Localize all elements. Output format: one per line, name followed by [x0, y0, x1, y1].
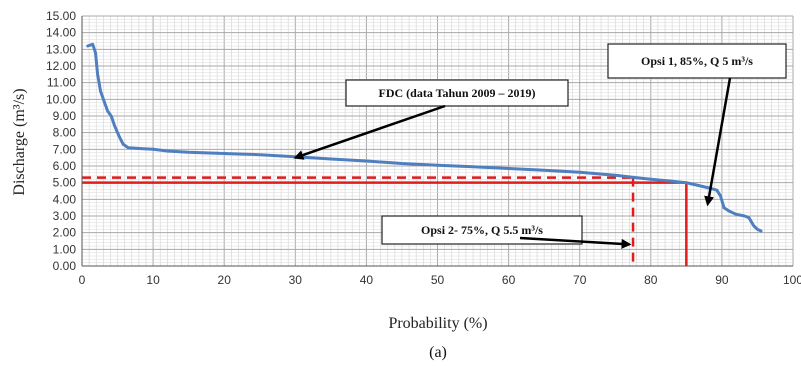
x-tick-label: 90 — [715, 273, 729, 287]
x-tick-label: 30 — [289, 273, 303, 287]
x-tick-label: 100 — [783, 273, 801, 287]
y-tick-label: 6.00 — [53, 159, 77, 173]
y-tick-label: 10.00 — [46, 92, 76, 106]
annotation-box-1 — [345, 79, 569, 107]
y-tick-label: 9.00 — [53, 109, 77, 123]
figure-caption: (a) — [429, 344, 447, 361]
y-tick-label: 14.00 — [46, 26, 76, 40]
x-tick-label: 60 — [502, 273, 516, 287]
y-tick-label: 4.00 — [53, 192, 77, 206]
x-tick-label: 0 — [79, 273, 86, 287]
annotation-box-2 — [607, 43, 787, 79]
axis-layer: 0 10 20 30 40 50 60 70 80 90 100 0.00 1.00 2.00 3.00 4.… — [46, 9, 801, 287]
y-tick-label: 11.00 — [47, 76, 76, 90]
y-tick-label: 15.00 — [46, 9, 76, 23]
x-tick-label: 40 — [360, 273, 374, 287]
y-tick-label: 12.00 — [46, 59, 76, 73]
x-axis-title: Probability (%) — [388, 315, 487, 332]
y-tick-label: 13.00 — [46, 42, 76, 56]
y-tick-label: 3.00 — [53, 209, 77, 223]
annotation-text-1: FDC (data Tahun 2009 – 2019) — [378, 86, 535, 100]
y-tick-label: 7.00 — [53, 142, 77, 156]
x-tick-label: 10 — [146, 273, 160, 287]
reference-lines — [82, 176, 688, 266]
annotation-arrow-3 — [519, 236, 632, 249]
x-tick-label: 70 — [573, 273, 587, 287]
annotation-text-2: Opsi 1, 85%, Q 5 m³/s — [641, 54, 753, 68]
series-layer — [86, 42, 763, 233]
y-tick-label: 1.00 — [53, 242, 77, 256]
y-tick-label: 5.00 — [53, 176, 77, 190]
y-tick-label: 8.00 — [53, 126, 77, 140]
y-axis-title: Discharge (m³/s) — [11, 88, 28, 195]
y-tick-label: 0.00 — [53, 259, 77, 273]
annotation-arrow-1 — [293, 104, 446, 160]
x-tick-label: 80 — [644, 273, 658, 287]
annotation-layer: FDC (data Tahun 2009 – 2019) Opsi 1, 85%,… — [293, 43, 787, 249]
annotation-arrow-2 — [704, 77, 732, 207]
fdc-series-line — [86, 42, 763, 233]
x-tick-label: 20 — [218, 273, 232, 287]
x-tick-label: 50 — [431, 273, 445, 287]
y-tick-label: 2.00 — [53, 226, 77, 240]
annotation-text-3: Opsi 2- 75%, Q 5.5 m³/s — [421, 223, 543, 237]
